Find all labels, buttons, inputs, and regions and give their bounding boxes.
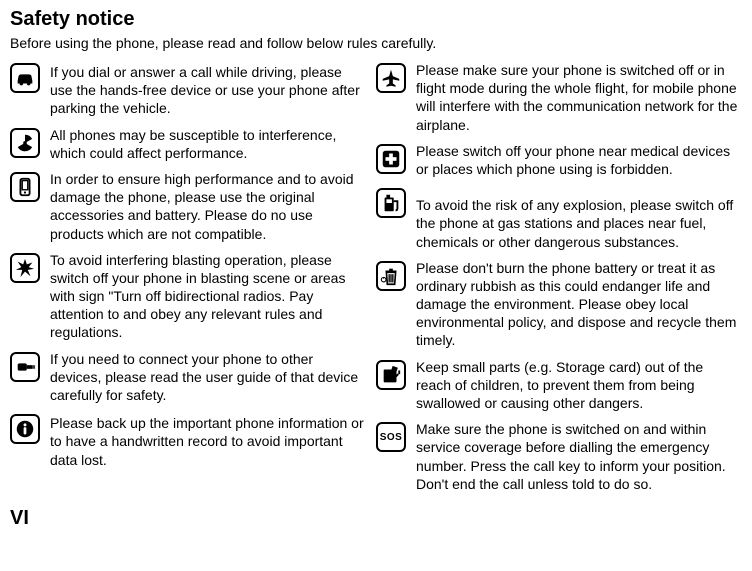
medical-icon xyxy=(376,144,406,174)
right-text: Make sure the phone is switched on and w… xyxy=(416,420,742,493)
right-row: To avoid the risk of any explosion, plea… xyxy=(376,186,742,251)
left-text: In order to ensure high performance and … xyxy=(50,170,372,243)
safety-grid: If you dial or answer a call while drivi… xyxy=(10,61,742,501)
trash-icon xyxy=(376,261,406,291)
left-row: To avoid interfering blasting operation,… xyxy=(10,251,372,342)
connector-icon xyxy=(10,352,40,382)
left-row: All phones may be susceptible to interfe… xyxy=(10,126,372,162)
right-text: To avoid the risk of any explosion, plea… xyxy=(416,186,742,251)
page-number: VI xyxy=(10,507,742,530)
sos-icon: SOS xyxy=(376,422,406,452)
left-text: Please back up the important phone infor… xyxy=(50,412,372,469)
right-row: SOS Make sure the phone is switched on an… xyxy=(376,420,742,493)
car-icon xyxy=(10,63,40,93)
left-text: To avoid interfering blasting operation,… xyxy=(50,251,372,342)
left-row: Please back up the important phone infor… xyxy=(10,412,372,469)
page-title: Safety notice xyxy=(10,8,742,31)
intro-text: Before using the phone, please read and … xyxy=(10,35,742,51)
right-column: Please make sure your phone is switched … xyxy=(376,61,742,501)
right-row: Please switch off your phone near medica… xyxy=(376,142,742,178)
left-row: In order to ensure high performance and … xyxy=(10,170,372,243)
right-text: Please switch off your phone near medica… xyxy=(416,142,742,178)
left-column: If you dial or answer a call while drivi… xyxy=(10,61,376,501)
right-row: Please make sure your phone is switched … xyxy=(376,61,742,134)
left-text: All phones may be susceptible to interfe… xyxy=(50,126,372,162)
right-text: Please make sure your phone is switched … xyxy=(416,61,742,134)
phone-icon xyxy=(10,172,40,202)
left-text: If you dial or answer a call while drivi… xyxy=(50,61,372,118)
card-icon xyxy=(376,360,406,390)
fuel-icon xyxy=(376,188,406,218)
right-text: Please don't burn the phone battery or t… xyxy=(416,259,742,350)
right-row: Keep small parts (e.g. Storage card) out… xyxy=(376,358,742,413)
right-row: Please don't burn the phone battery or t… xyxy=(376,259,742,350)
left-row: If you dial or answer a call while drivi… xyxy=(10,61,372,118)
info-icon xyxy=(10,414,40,444)
left-text: If you need to connect your phone to oth… xyxy=(50,350,372,405)
airplane-icon xyxy=(376,63,406,93)
left-row: If you need to connect your phone to oth… xyxy=(10,350,372,405)
right-text: Keep small parts (e.g. Storage card) out… xyxy=(416,358,742,413)
explosion-icon xyxy=(10,253,40,283)
radiation-icon xyxy=(10,128,40,158)
